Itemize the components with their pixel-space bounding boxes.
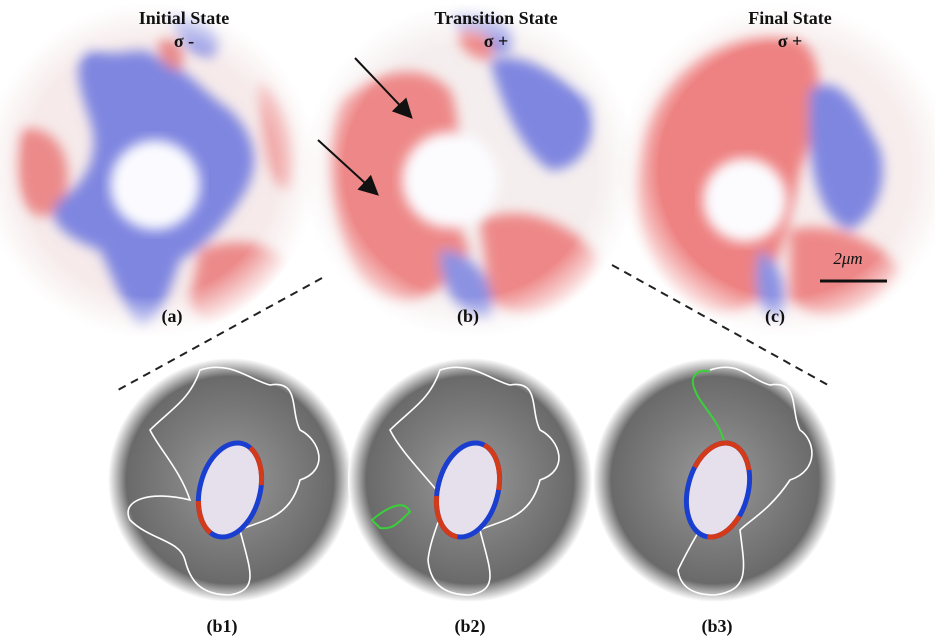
scale-bar-label: 2μm <box>833 249 862 268</box>
panel-label: (a) <box>162 306 183 327</box>
body: Initial State σ - Transition State σ + F… <box>0 0 935 638</box>
panel-title: Initial State <box>139 8 230 28</box>
polarization: σ + <box>778 31 803 51</box>
zoom-label: (b1) <box>207 616 238 637</box>
panel-title: Transition State <box>434 8 557 28</box>
polarization: σ - <box>174 31 194 51</box>
figure: Initial State σ - Transition State σ + F… <box>0 0 935 638</box>
panel-title: Final State <box>748 8 832 28</box>
zoom-label: (b2) <box>455 616 486 637</box>
polarization: σ + <box>484 31 509 51</box>
zoom-image-b2 <box>348 358 592 602</box>
panel-label: (b) <box>457 306 479 327</box>
panel-label: (c) <box>765 306 785 327</box>
domain-image-a <box>0 0 320 340</box>
page: Domain switching figure {"panels": [ {"t… <box>0 0 935 638</box>
zoom-label: (b3) <box>702 616 733 637</box>
zoom-image-b1 <box>108 358 352 602</box>
domain-image-c <box>615 0 935 340</box>
zoom-image-b3 <box>593 358 837 602</box>
